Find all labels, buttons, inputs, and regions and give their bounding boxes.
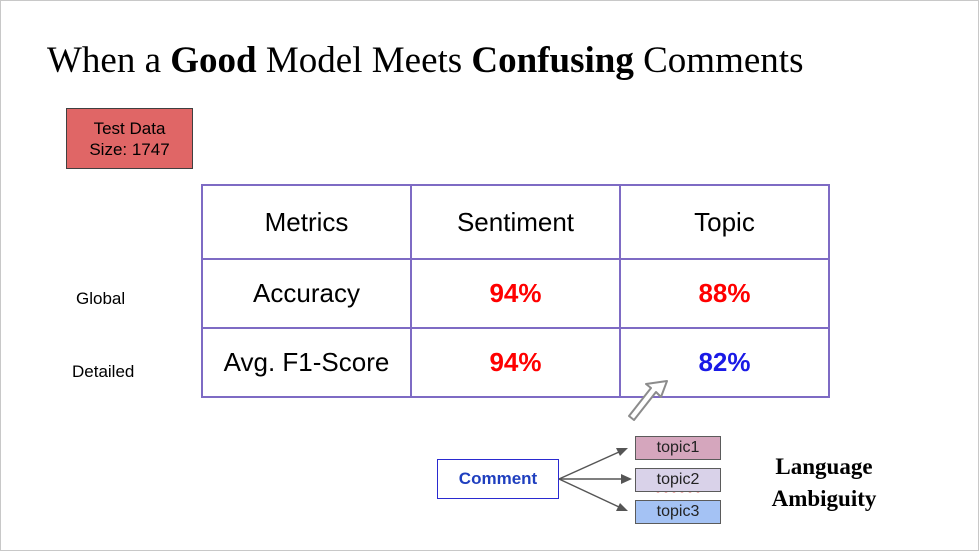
- topic3-box: topic3: [635, 500, 721, 524]
- topic1-box: topic1: [635, 436, 721, 460]
- fan-arrows: [558, 451, 622, 508]
- table-row: Accuracy 94% 88%: [201, 258, 830, 329]
- ambiguity-line2: Ambiguity: [771, 486, 877, 511]
- test-data-label: Test Data: [93, 118, 166, 138]
- accuracy-sentiment-value: 94%: [410, 258, 621, 329]
- metrics-table: Metrics Sentiment Topic Accuracy 94% 88%…: [201, 184, 830, 398]
- pointer-arrow-icon: [628, 380, 668, 421]
- comment-box: Comment: [437, 459, 559, 499]
- table-row: Avg. F1-Score 94% 82%: [201, 327, 830, 398]
- metric-f1-score: Avg. F1-Score: [201, 327, 412, 398]
- row-label-global: Global: [76, 289, 126, 308]
- f1-sentiment-value: 94%: [410, 327, 621, 398]
- topic2-box: topic2: [635, 468, 721, 492]
- ambiguity-line1: Language: [775, 454, 873, 479]
- header-metrics: Metrics: [201, 184, 412, 260]
- header-sentiment: Sentiment: [410, 184, 621, 260]
- test-data-size: Size: 1747: [89, 139, 170, 159]
- slide-title: When a Good Model Meets Confusing Commen…: [47, 40, 804, 81]
- metric-accuracy: Accuracy: [201, 258, 412, 329]
- accuracy-topic-value: 88%: [619, 258, 830, 329]
- language-ambiguity-label: Language Ambiguity: [749, 451, 899, 515]
- table-header-row: Metrics Sentiment Topic: [201, 184, 830, 260]
- header-topic: Topic: [619, 184, 830, 260]
- arrowheads: [616, 448, 632, 511]
- row-label-detailed: Detailed: [72, 362, 135, 381]
- test-data-box: Test Data Size: 1747: [66, 108, 193, 169]
